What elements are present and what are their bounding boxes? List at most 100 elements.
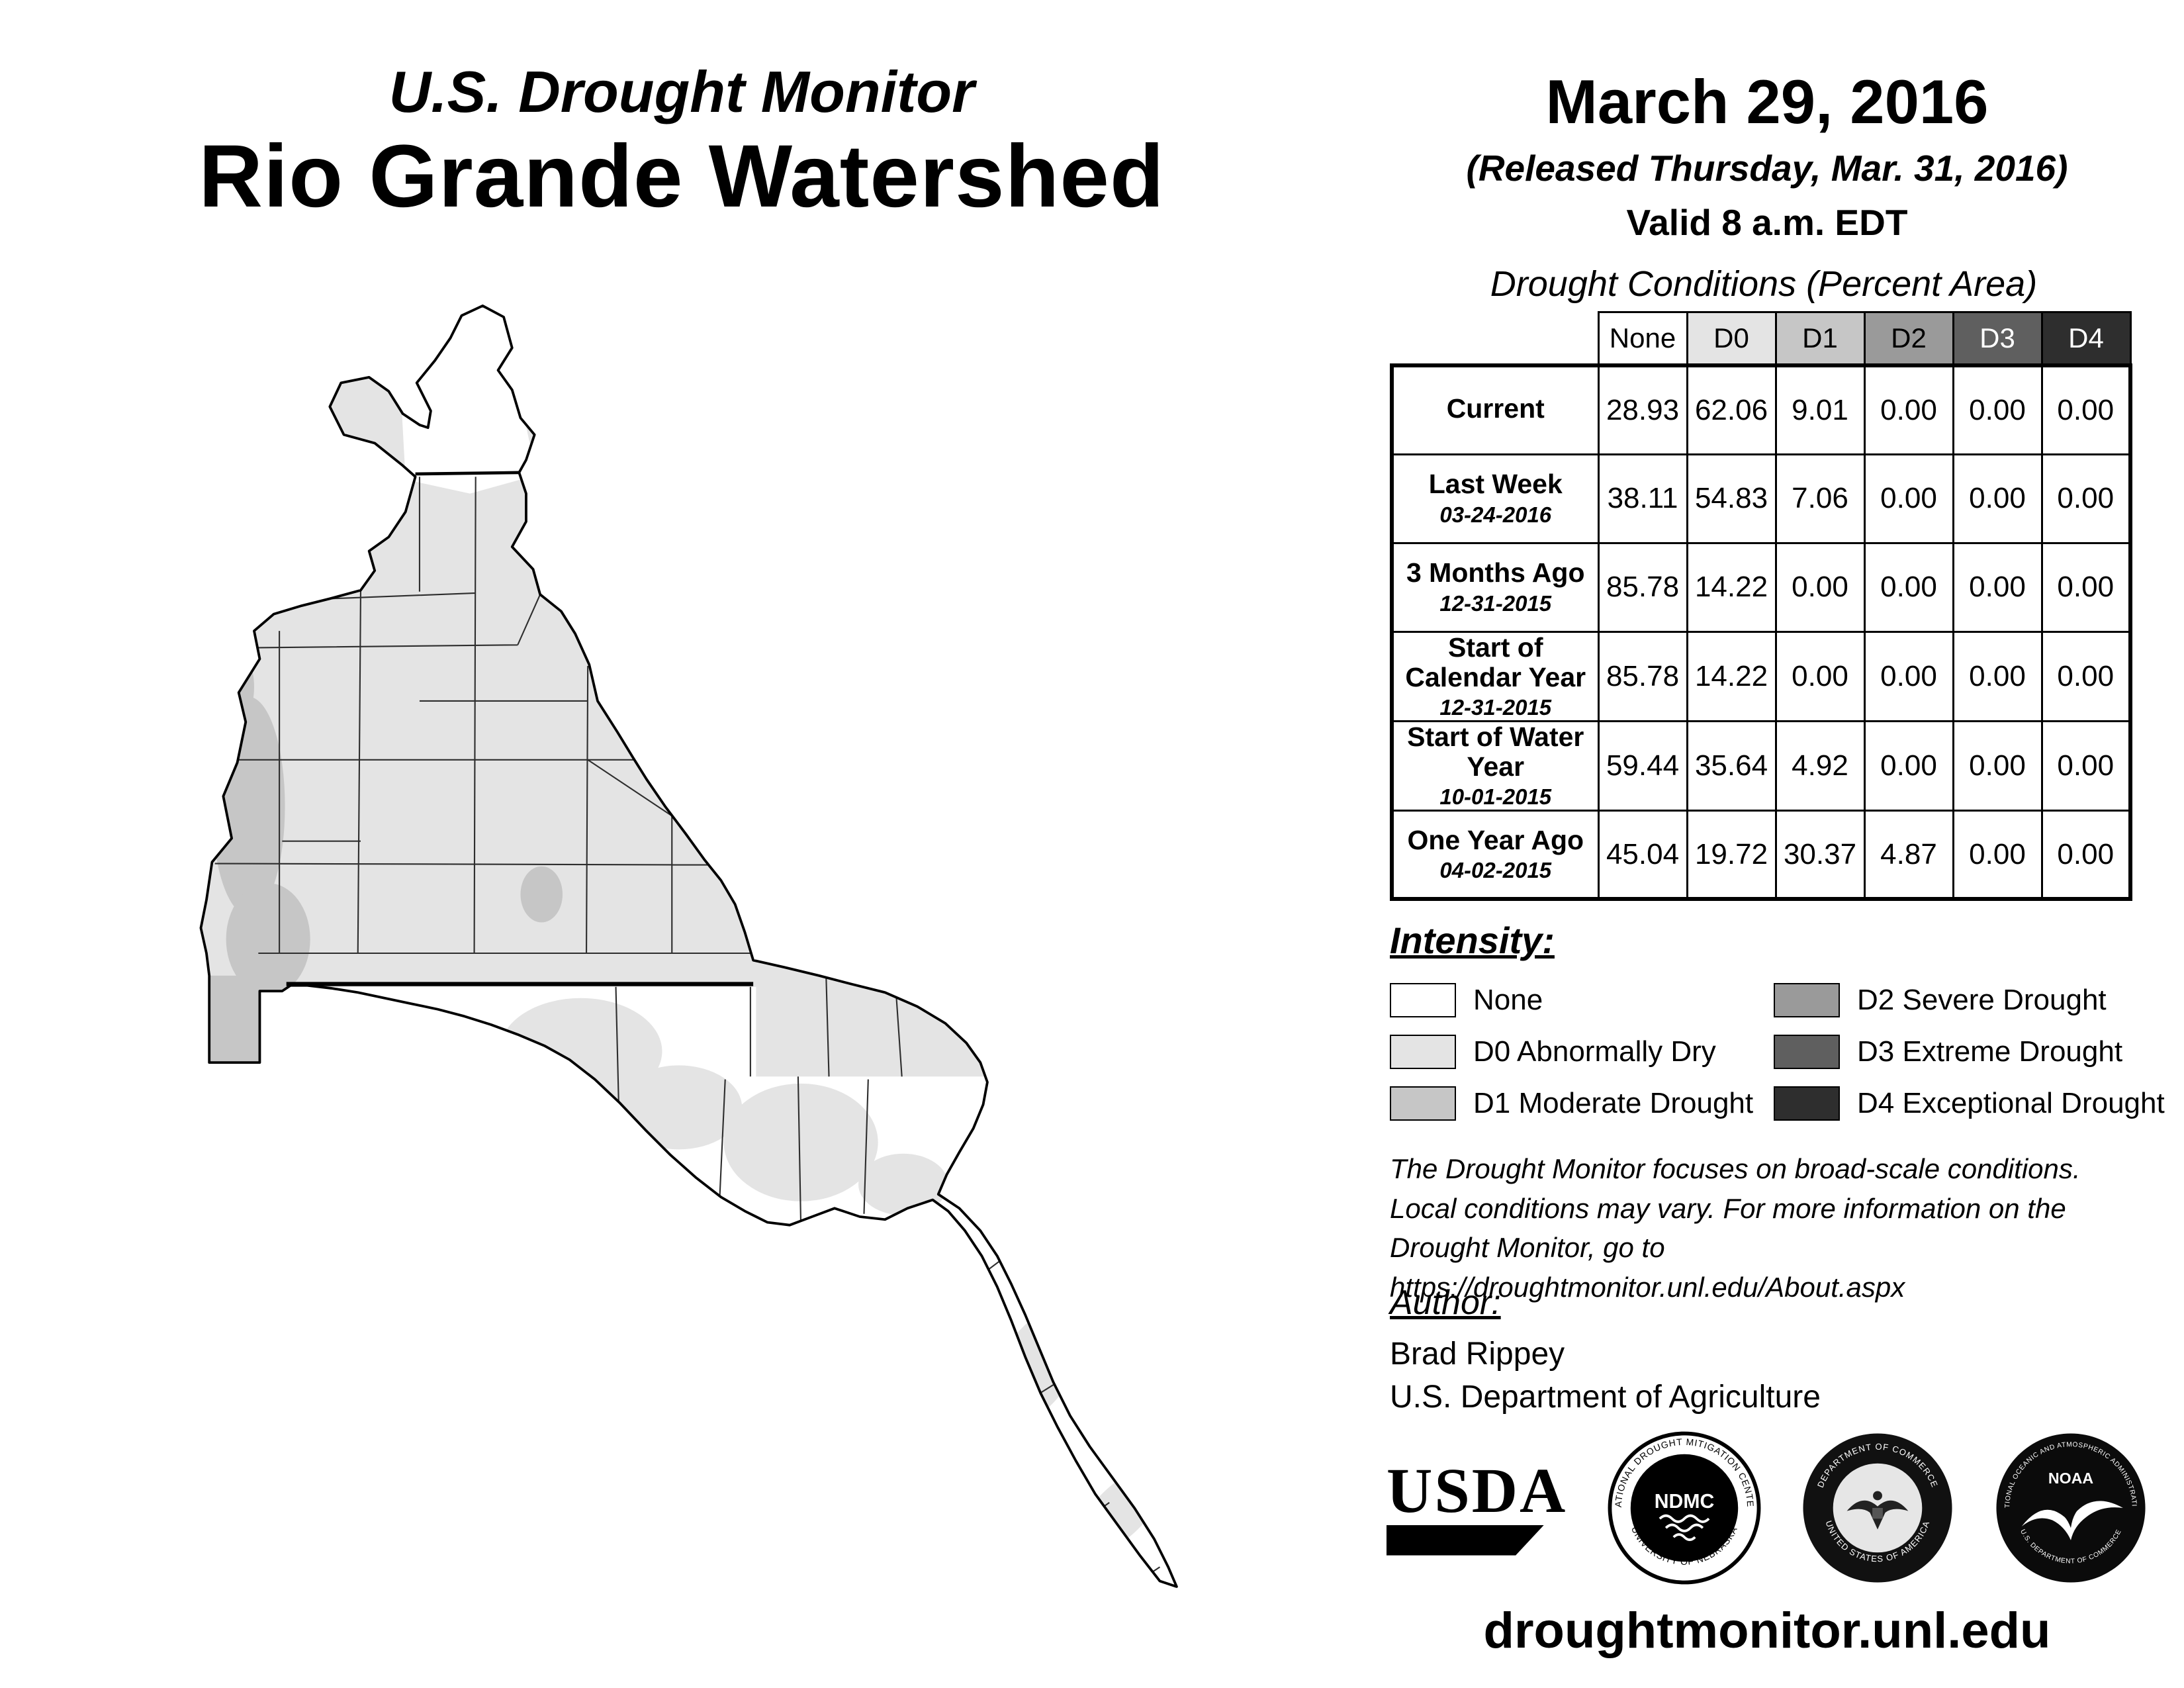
commerce-seal: DEPARTMENT OF COMMERCE UNITED STATES OF …	[1803, 1433, 1952, 1583]
drought-conditions-table: None D0 D1 D2 D3 D4 Current 28.93 62.06 …	[1390, 311, 2132, 901]
county-boundaries	[214, 477, 1161, 1579]
report-kicker: U.S. Drought Monitor	[388, 59, 975, 124]
table-cell: 4.92	[1774, 720, 1866, 812]
date-block: March 29, 2016 (Released Thursday, Mar. …	[1377, 66, 2158, 244]
table-cell: 0.00	[1952, 541, 2043, 633]
author-block: Author: Brad Rippey U.S. Department of A…	[1390, 1283, 1821, 1415]
table-cell: 62.06	[1686, 364, 1777, 455]
d1-swatch	[1390, 1086, 1456, 1121]
table-cell: 0.00	[1952, 364, 2043, 455]
footer-url: droughtmonitor.unl.edu	[1483, 1603, 2051, 1659]
table-row-start-water-year: Start of Water Year 10-01-2015 59.44 35.6…	[1390, 720, 2132, 812]
legend-title: Intensity:	[1390, 919, 1555, 961]
d3-swatch	[1774, 1035, 1840, 1069]
col-header-none: None	[1597, 311, 1688, 367]
author-org: U.S. Department of Agriculture	[1390, 1380, 1821, 1415]
table-cell: 0.00	[1863, 364, 1954, 455]
logo-row: USDA NATIONAL DROUGHT MITIGATION CENTER …	[1387, 1429, 2148, 1587]
none-swatch	[1390, 983, 1456, 1017]
table-cell: 0.00	[1863, 630, 1954, 722]
state-border-co-nm	[415, 471, 520, 476]
usda-bar	[1387, 1524, 1544, 1556]
table-cell: 0.00	[1863, 453, 1954, 544]
table-cell: 85.78	[1597, 630, 1688, 722]
author-heading: Author:	[1390, 1284, 1501, 1322]
d2-swatch	[1774, 983, 1840, 1017]
table-cell: 4.87	[1863, 809, 1954, 900]
watershed-map-svg	[199, 305, 1178, 1588]
table-cell: 54.83	[1686, 453, 1777, 544]
row-label: Last Week 03-24-2016	[1390, 453, 1600, 544]
usda-logo: USDA	[1387, 1455, 1568, 1556]
table-cell: 59.44	[1597, 720, 1688, 812]
table-row-3-months-ago: 3 Months Ago 12-31-2015 85.78 14.22 0.00 …	[1390, 541, 2132, 633]
ndmc-seal: NATIONAL DROUGHT MITIGATION CENTER UNIVE…	[1608, 1431, 1760, 1585]
row-label: Current	[1390, 364, 1600, 455]
valid-time: Valid 8 a.m. EDT	[1626, 202, 1908, 243]
disclaimer-line: The Drought Monitor focuses on broad-sca…	[1390, 1153, 2081, 1184]
table-cell: 0.00	[2040, 364, 2132, 455]
page-title: Rio Grande Watershed	[199, 127, 1165, 226]
table-cell: 14.22	[1686, 630, 1777, 722]
table-cell: 0.00	[2040, 541, 2132, 633]
table-cell: 9.01	[1774, 364, 1866, 455]
col-header-d0: D0	[1686, 311, 1777, 367]
eagle-emblem	[1846, 1491, 1909, 1530]
report-date: March 29, 2016	[1545, 67, 1989, 136]
table-cell: 45.04	[1597, 809, 1688, 900]
table-row-current: Current 28.93 62.06 9.01 0.00 0.00 0.00	[1390, 364, 2132, 455]
table-cell: 30.37	[1774, 809, 1866, 900]
table-cell: 0.00	[1952, 809, 2043, 900]
table-cell: 38.11	[1597, 453, 1688, 544]
col-header-d4: D4	[2040, 311, 2132, 367]
table-cell: 85.78	[1597, 541, 1688, 633]
legend-item-d2: D2 Severe Drought	[1774, 983, 2165, 1017]
col-header-d3: D3	[1952, 311, 2043, 367]
disclaimer-line: Drought Monitor, go to https://droughtmo…	[1390, 1232, 1905, 1303]
table-cell: 0.00	[1863, 541, 1954, 633]
table-cell: 0.00	[1952, 453, 2043, 544]
table-cell: 0.00	[2040, 809, 2132, 900]
legend-item-d0: D0 Abnormally Dry	[1390, 1035, 1774, 1069]
table-row-one-year-ago: One Year Ago 04-02-2015 45.04 19.72 30.37…	[1390, 809, 2132, 900]
table-cell: 0.00	[2040, 630, 2132, 722]
table-cell: 0.00	[2040, 720, 2132, 812]
row-label: Start of Calendar Year 12-31-2015	[1390, 630, 1600, 722]
legend-item-d1: D1 Moderate Drought	[1390, 1086, 1774, 1121]
table-cell: 0.00	[1863, 720, 1954, 812]
table-cell: 35.64	[1686, 720, 1777, 812]
row-label: Start of Water Year 10-01-2015	[1390, 720, 1600, 812]
author-name: Brad Rippey	[1390, 1336, 1565, 1372]
table-cell: 28.93	[1597, 364, 1688, 455]
watershed-map	[195, 295, 1261, 1612]
drought-shading	[201, 305, 1177, 1587]
ndmc-wordmark: NDMC	[1654, 1491, 1713, 1513]
d0-swatch	[1390, 1035, 1456, 1069]
usda-wordmark: USDA	[1387, 1455, 1568, 1526]
table-cell: 0.00	[2040, 453, 2132, 544]
col-header-d2: D2	[1863, 311, 1954, 367]
legend-item-d4: D4 Exceptional Drought	[1774, 1086, 2165, 1121]
intensity-legend: Intensity: None D0 Abnormally Dry D1 Mod…	[1390, 919, 2171, 1121]
disclaimer: The Drought Monitor focuses on broad-sca…	[1390, 1149, 2177, 1307]
table-cell: 0.00	[1774, 630, 1866, 722]
row-label: 3 Months Ago 12-31-2015	[1390, 541, 1600, 633]
row-label: One Year Ago 04-02-2015	[1390, 809, 1600, 900]
table-row-last-week: Last Week 03-24-2016 38.11 54.83 7.06 0.0…	[1390, 453, 2132, 544]
col-header-d1: D1	[1774, 311, 1866, 367]
table-cell: 14.22	[1686, 541, 1777, 633]
table-cell: 0.00	[1952, 720, 2043, 812]
released-date: (Released Thursday, Mar. 31, 2016)	[1466, 148, 2068, 189]
legend-item-none: None	[1390, 983, 1774, 1017]
table-corner-cell	[1392, 312, 1598, 365]
table-row-start-calendar-year: Start of Calendar Year 12-31-2015 85.78 1…	[1390, 630, 2132, 722]
gull-glyph	[2021, 1501, 2123, 1540]
table-cell: 0.00	[1774, 541, 1866, 633]
noaa-wordmark: NOAA	[2048, 1470, 2094, 1487]
table-title: Drought Conditions (Percent Area)	[1490, 264, 2038, 304]
legend-item-d3: D3 Extreme Drought	[1774, 1035, 2165, 1069]
table-header-row: None D0 D1 D2 D3 D4	[1392, 311, 2132, 367]
d4-swatch	[1774, 1086, 1840, 1121]
table-cell: 19.72	[1686, 809, 1777, 900]
